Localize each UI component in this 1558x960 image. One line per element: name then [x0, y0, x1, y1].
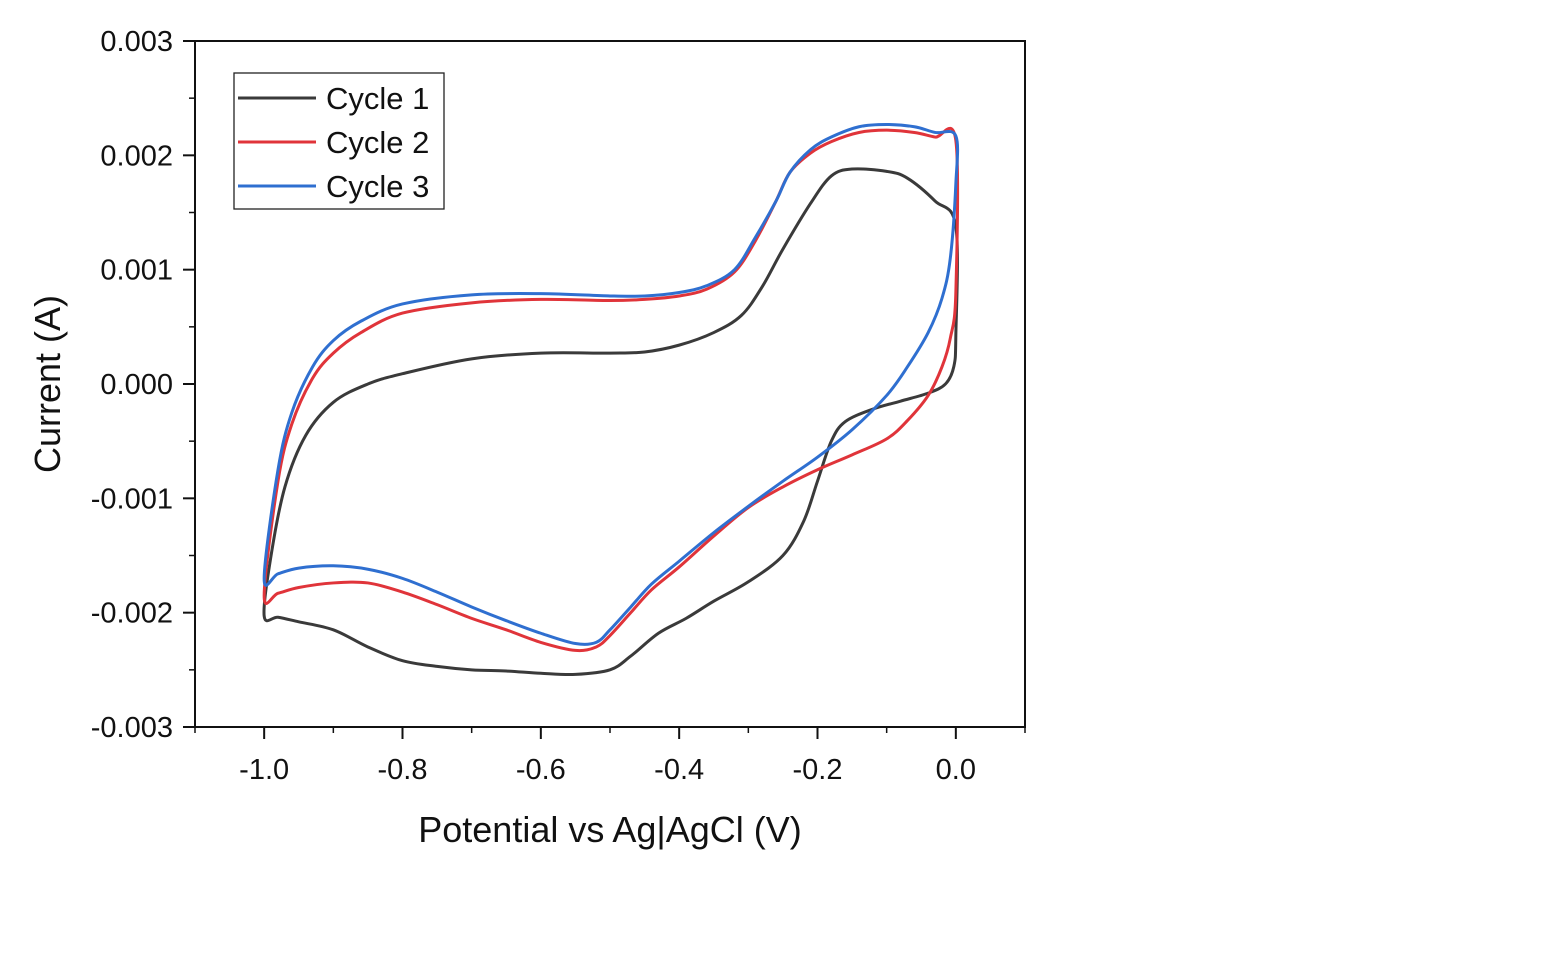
y-tick-label: -0.002 — [91, 598, 173, 630]
series-layer — [262, 122, 960, 677]
series-line-cycle-3 — [262, 122, 960, 646]
y-tick-label: -0.001 — [91, 483, 173, 515]
legend: Cycle 1 Cycle 2 Cycle 3 — [233, 72, 445, 210]
x-tick-label: -0.6 — [516, 754, 566, 786]
x-tick-label: -1.0 — [239, 754, 289, 786]
series-line-cycle-1 — [262, 167, 959, 677]
y-tick-label: 0.002 — [100, 140, 173, 172]
x-axis-title: Potential vs Ag|AgCl (V) — [418, 809, 802, 850]
y-axis-ticks: -0.003 -0.002 -0.001 0.000 0.001 0.002 0.003 — [91, 26, 195, 744]
x-tick-label: 0.0 — [936, 754, 976, 786]
x-tick-label: -0.8 — [378, 754, 428, 786]
y-tick-label: -0.003 — [91, 712, 173, 744]
y-axis-title: Current (A) — [27, 295, 68, 473]
x-tick-label: -0.4 — [654, 754, 704, 786]
x-tick-label: -0.2 — [793, 754, 843, 786]
y-tick-label: 0.000 — [100, 369, 173, 401]
legend-label-cycle-3: Cycle 3 — [326, 169, 429, 204]
x-axis-ticks: -1.0 -0.8 -0.6 -0.4 -0.2 0.0 — [194, 727, 1026, 786]
legend-label-cycle-2: Cycle 2 — [326, 125, 429, 160]
y-tick-label: 0.001 — [100, 255, 173, 287]
legend-label-cycle-1: Cycle 1 — [326, 81, 429, 116]
y-tick-label: 0.003 — [100, 26, 173, 58]
